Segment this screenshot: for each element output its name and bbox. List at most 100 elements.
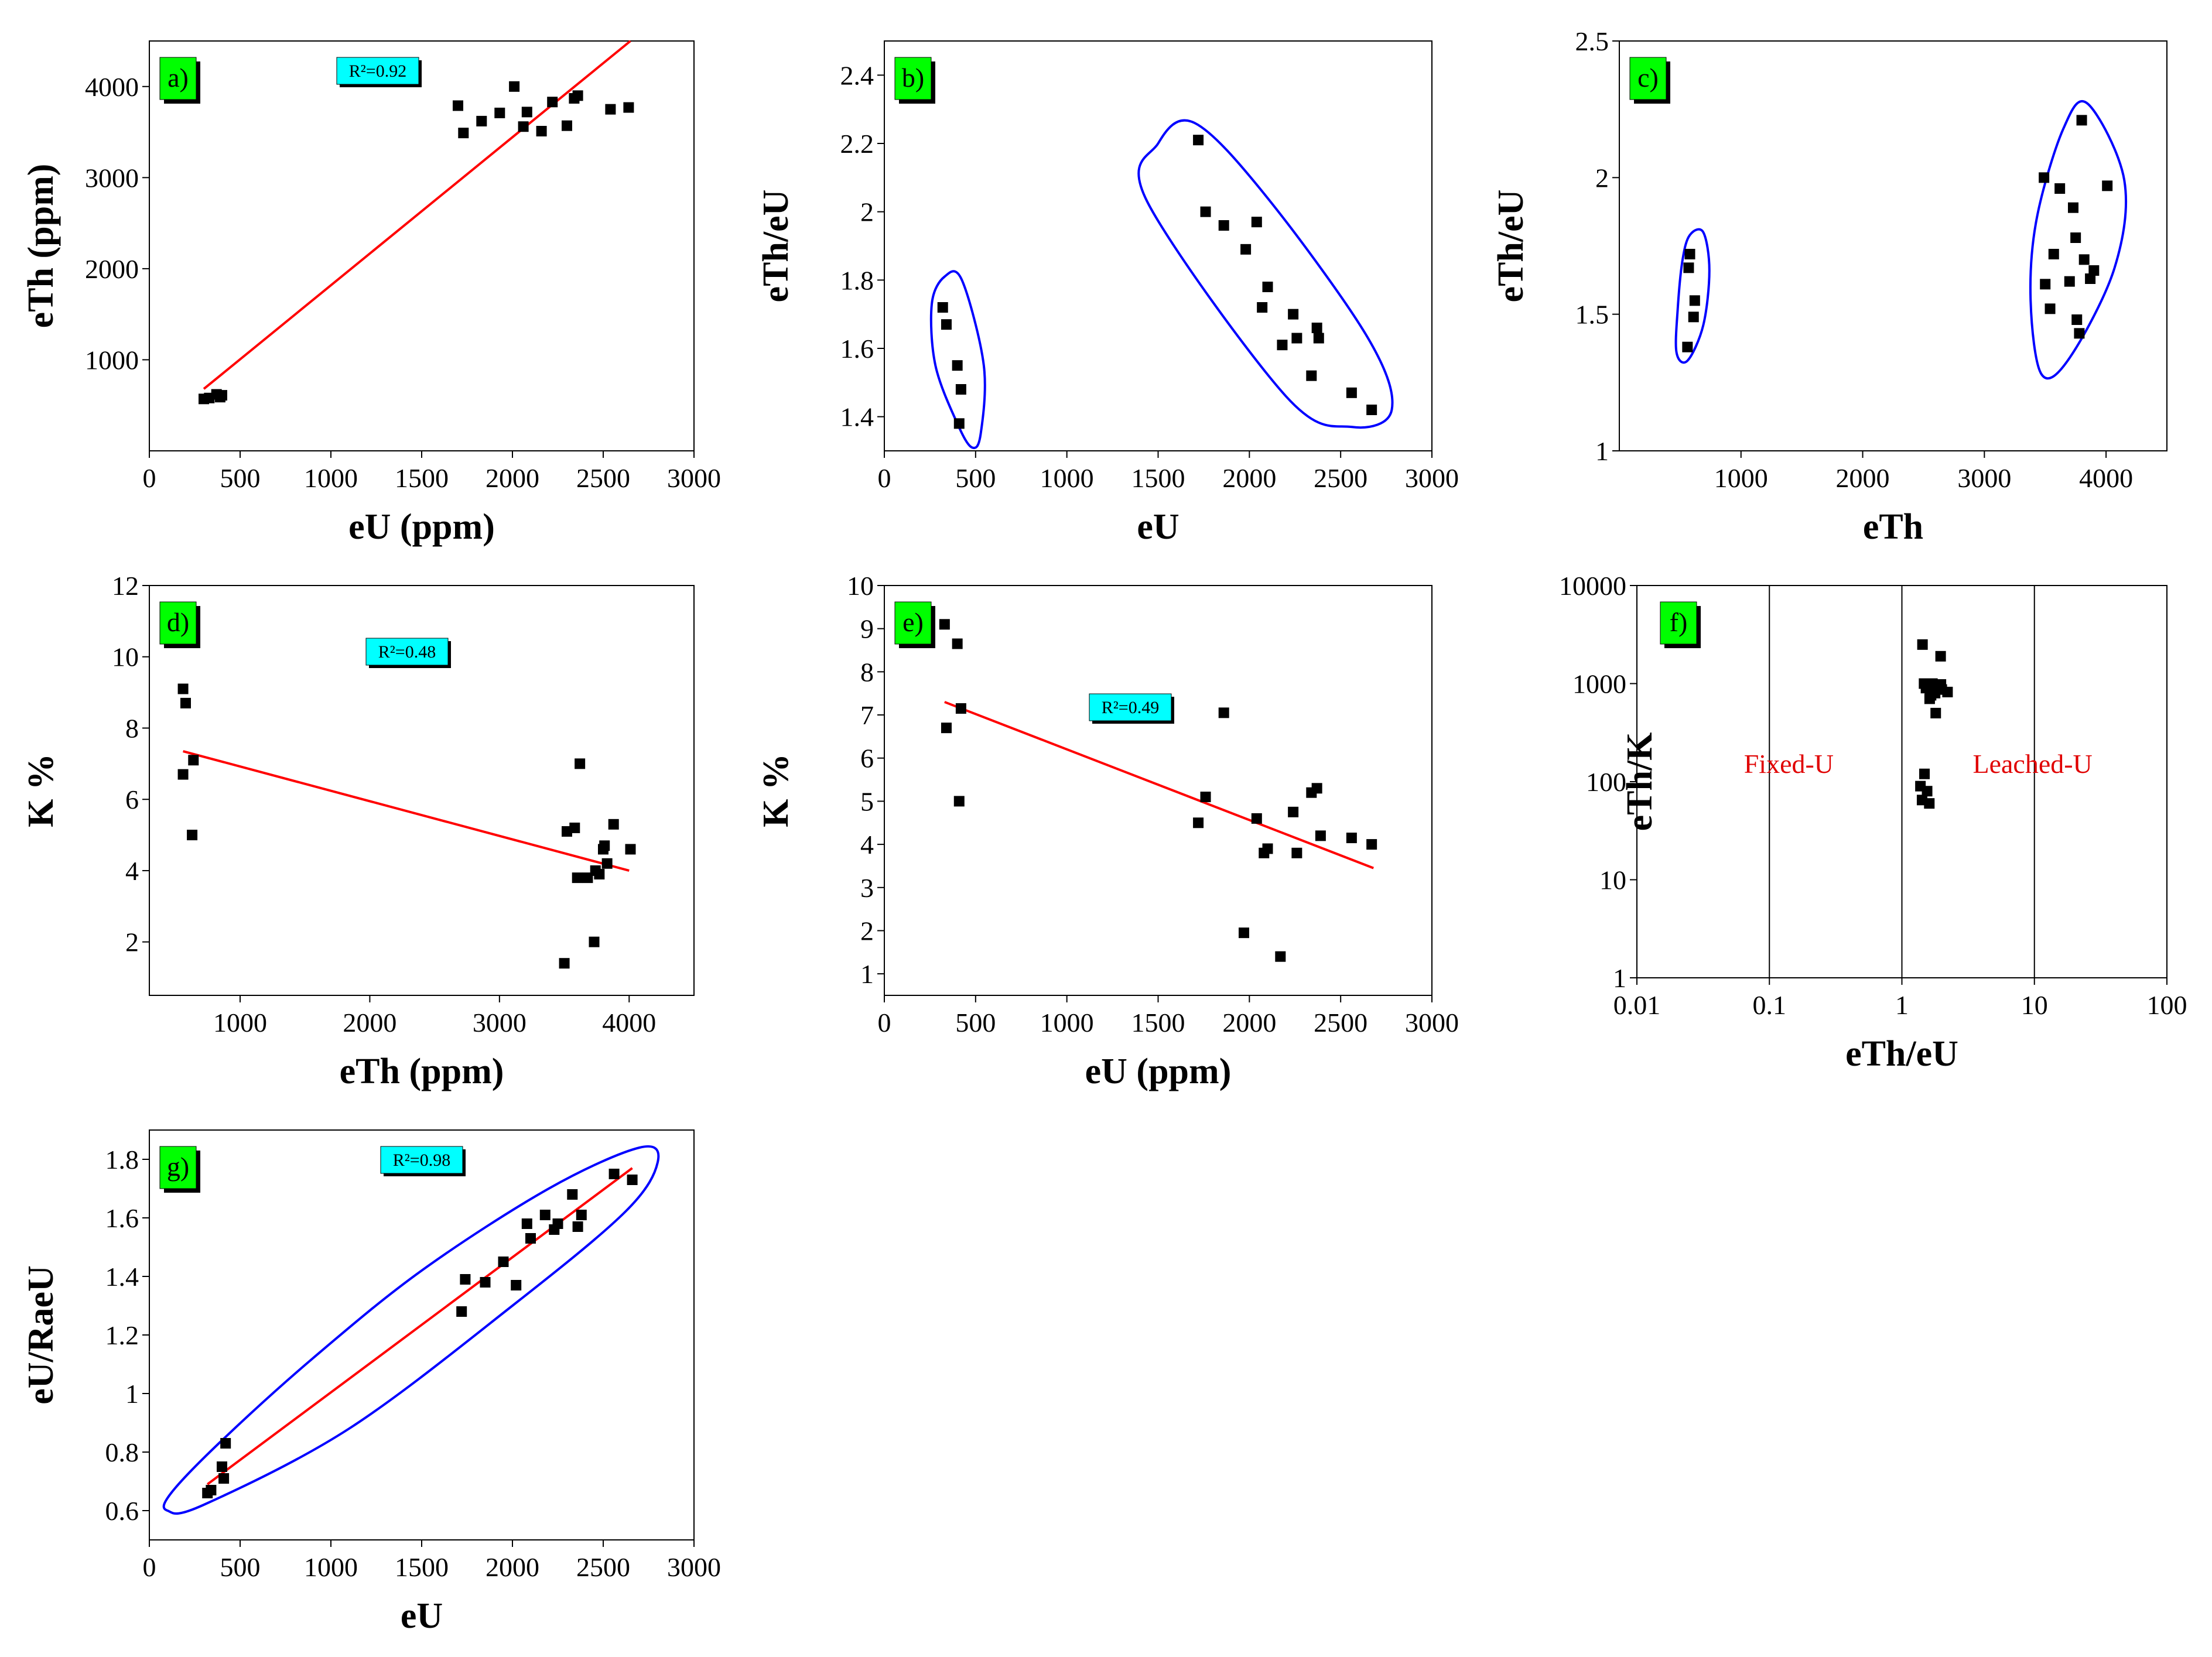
x-tick-label: 0 (878, 463, 891, 493)
data-point (539, 1210, 551, 1220)
plot-frame (884, 585, 1432, 996)
chart-panel-a: 0 500 1000 1500 2000 2500 3000 1000 2000 3000 4000… (21, 40, 721, 547)
y-tick-label: 2000 (85, 254, 139, 284)
y-tick-label: 1 (1595, 436, 1609, 466)
data-point (509, 81, 520, 92)
x-tick-label: 1500 (395, 1552, 449, 1582)
y-tick-label: 4000 (85, 72, 139, 102)
data-point (2102, 180, 2113, 191)
plot-frame (149, 40, 695, 451)
x-tick-label: 0 (878, 1008, 891, 1038)
data-point (955, 384, 966, 395)
data-point (1193, 135, 1204, 146)
data-point (180, 697, 191, 708)
data-point (177, 769, 189, 780)
data-point (1313, 333, 1324, 344)
data-point (217, 1461, 227, 1472)
data-point (552, 1218, 563, 1229)
x-tick-label: 1500 (1131, 1008, 1185, 1038)
data-point (1257, 302, 1268, 313)
plot-frame (149, 1129, 695, 1540)
panel-tag-label: a) (167, 63, 189, 93)
data-point (1366, 405, 1377, 415)
x-axis-label: eU (ppm) (348, 507, 495, 547)
y-tick-label: 1.6 (105, 1203, 139, 1233)
y-tick-label: 10 (1599, 865, 1626, 895)
data-point (941, 319, 952, 330)
r2-label: R²=0.92 (349, 61, 406, 81)
data-point (536, 126, 547, 136)
y-tick-label: 1.4 (105, 1262, 139, 1292)
plot-frame (149, 585, 695, 996)
regression-line (207, 1167, 633, 1485)
panel-tag-label: c) (1637, 63, 1659, 93)
x-tick-label: 10 (2021, 990, 2048, 1020)
data-point (1366, 839, 1377, 850)
regression-line (203, 40, 631, 390)
y-tick-label: 1 (125, 1379, 139, 1409)
x-tick-label: 2000 (1836, 463, 1890, 493)
cluster-ellipse (1674, 228, 1711, 364)
data-point (458, 128, 469, 139)
panel-tag-box (1629, 57, 1667, 100)
data-point (476, 115, 487, 126)
data-point (2048, 249, 2059, 259)
y-tick-label: 1 (860, 959, 874, 989)
x-tick-label: 1000 (1040, 463, 1094, 493)
x-tick-label: 0.01 (1613, 990, 1661, 1020)
data-point (1218, 220, 1229, 231)
y-tick-label: 0.6 (105, 1496, 139, 1526)
x-tick-label: 1500 (1131, 463, 1185, 493)
y-tick-label: 1.6 (840, 334, 874, 364)
panel-tag-box (1660, 601, 1697, 645)
y-axis-label: K % (756, 754, 796, 827)
data-point (955, 703, 966, 714)
y-tick-label: 5 (860, 786, 874, 816)
data-point (953, 796, 965, 807)
y-tick-label: 1.4 (840, 402, 874, 432)
data-point (1288, 309, 1299, 320)
data-point (1311, 323, 1322, 333)
x-tick-label: 1500 (395, 463, 449, 493)
y-tick-label: 4 (125, 856, 139, 886)
data-point (521, 1218, 532, 1229)
data-point (569, 822, 580, 833)
data-point (2045, 303, 2056, 314)
chart-panel-d: 1000 2000 3000 4000 2 4 6 8 10 12 eTh (ppm) K % d) R²… (21, 571, 695, 1091)
y-axis-label: eTh/eU (756, 190, 796, 303)
data-point (1315, 830, 1326, 841)
y-tick-label: 1.8 (840, 265, 874, 295)
x-axis-label: eTh (ppm) (340, 1052, 504, 1091)
r2-label: R²=0.48 (378, 642, 436, 662)
x-tick-label: 3000 (667, 1552, 721, 1582)
x-tick-label: 1000 (1714, 463, 1768, 493)
data-point (2054, 183, 2066, 194)
y-tick-label: 10000 (1559, 571, 1626, 601)
data-point (1251, 813, 1262, 824)
x-tick-label: 0 (143, 463, 156, 493)
data-point (1288, 806, 1299, 817)
data-point (1291, 333, 1302, 344)
zone-label-leached-u: Leached-U (1972, 749, 2092, 779)
y-tick-label: 100 (1586, 767, 1626, 797)
y-tick-label: 8 (125, 713, 139, 743)
data-point (1917, 639, 1928, 650)
data-point (952, 360, 963, 371)
y-tick-label: 1.2 (105, 1320, 139, 1350)
y-tick-label: 2.4 (840, 60, 874, 90)
chart-panel-f: 0.01 0.1 1 10 100 1 10 100 1000 10000 eTh/eU eTh/K F… (1559, 571, 2187, 1074)
data-point (1919, 768, 1930, 779)
y-tick-label: 10 (847, 571, 874, 601)
x-tick-label: 3000 (473, 1008, 526, 1038)
x-tick-label: 2500 (576, 1552, 630, 1582)
r2-box (365, 638, 449, 666)
x-tick-label: 500 (955, 463, 996, 493)
data-point (2071, 314, 2083, 325)
x-tick-label: 4000 (2079, 463, 2133, 493)
y-axis-label: eU/RaeU (21, 1265, 61, 1405)
y-tick-label: 8 (860, 657, 874, 687)
data-point (1684, 249, 1695, 259)
data-point (608, 1169, 620, 1179)
y-tick-label: 2.5 (1575, 26, 1609, 56)
